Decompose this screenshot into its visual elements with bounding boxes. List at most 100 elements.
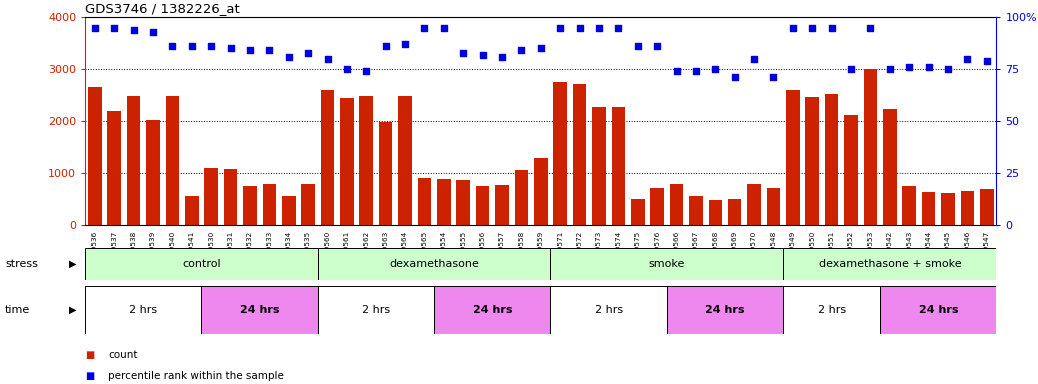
Text: count: count [108, 350, 137, 360]
Point [378, 43, 394, 50]
Bar [666, 286, 784, 334]
Point [629, 43, 646, 50]
Point [610, 25, 627, 31]
Point [668, 68, 685, 74]
Bar [550, 286, 666, 334]
Point [397, 41, 413, 47]
Bar [201, 286, 318, 334]
Bar [593, 107, 606, 225]
Text: stress: stress [5, 259, 38, 269]
Bar [107, 111, 121, 225]
Point [979, 58, 995, 64]
Text: 24 hrs: 24 hrs [919, 305, 958, 315]
Point [513, 47, 529, 53]
Bar [941, 193, 955, 225]
Point [863, 25, 879, 31]
Bar [166, 96, 180, 225]
Bar [534, 158, 548, 225]
Text: 2 hrs: 2 hrs [818, 305, 846, 315]
Bar [127, 96, 140, 225]
Point [532, 45, 549, 51]
Bar [359, 96, 373, 225]
Bar [844, 115, 857, 225]
Text: ▶: ▶ [70, 259, 77, 269]
Bar [784, 286, 880, 334]
Bar [883, 109, 897, 225]
Point [280, 54, 297, 60]
Bar [263, 184, 276, 225]
Bar [864, 69, 877, 225]
Bar [515, 170, 528, 225]
Bar [611, 107, 625, 225]
Bar [282, 195, 296, 225]
Bar [573, 84, 586, 225]
Point [939, 66, 956, 72]
Bar [709, 200, 722, 225]
Point [765, 74, 782, 81]
Point [552, 25, 569, 31]
Point [921, 64, 937, 70]
Point [474, 51, 491, 58]
Bar [767, 189, 781, 225]
Point [804, 25, 821, 31]
Point [358, 68, 375, 74]
Point [338, 66, 355, 72]
Point [144, 29, 161, 35]
Bar [437, 179, 450, 225]
Bar [340, 98, 354, 225]
Point [455, 50, 471, 56]
Point [687, 68, 704, 74]
Text: 24 hrs: 24 hrs [240, 305, 279, 315]
Bar [318, 286, 434, 334]
Bar [784, 248, 996, 280]
Bar [495, 185, 509, 225]
Text: percentile rank within the sample: percentile rank within the sample [108, 371, 283, 381]
Bar [88, 87, 102, 225]
Text: ■: ■ [85, 371, 94, 381]
Bar [243, 186, 256, 225]
Point [242, 47, 258, 53]
Point [591, 25, 607, 31]
Point [436, 25, 453, 31]
Bar [980, 189, 993, 225]
Bar [185, 196, 198, 225]
Bar [146, 120, 160, 225]
Bar [689, 195, 703, 225]
Point [164, 43, 181, 50]
Point [843, 66, 859, 72]
Text: GDS3746 / 1382226_at: GDS3746 / 1382226_at [85, 2, 240, 15]
Text: dexamethasone: dexamethasone [389, 259, 480, 269]
Bar [747, 184, 761, 225]
Bar [224, 169, 238, 225]
Bar [318, 248, 550, 280]
Point [901, 64, 918, 70]
Point [494, 54, 511, 60]
Text: 2 hrs: 2 hrs [362, 305, 390, 315]
Bar [399, 96, 412, 225]
Text: dexamethasone + smoke: dexamethasone + smoke [819, 259, 961, 269]
Point [261, 47, 277, 53]
Bar [417, 178, 431, 225]
Point [416, 25, 433, 31]
Point [649, 43, 665, 50]
Bar [902, 186, 916, 225]
Bar [301, 184, 315, 225]
Point [881, 66, 898, 72]
Text: 2 hrs: 2 hrs [129, 305, 158, 315]
Bar [651, 189, 664, 225]
Bar [631, 199, 645, 225]
Bar [805, 97, 819, 225]
Point [727, 74, 743, 81]
Point [300, 50, 317, 56]
Point [571, 25, 588, 31]
Point [184, 43, 200, 50]
Point [823, 25, 840, 31]
Bar [553, 82, 567, 225]
Bar [434, 286, 550, 334]
Bar [670, 184, 683, 225]
Bar [960, 192, 975, 225]
Bar [922, 192, 935, 225]
Text: 2 hrs: 2 hrs [595, 305, 623, 315]
Text: smoke: smoke [649, 259, 685, 269]
Point [126, 26, 142, 33]
